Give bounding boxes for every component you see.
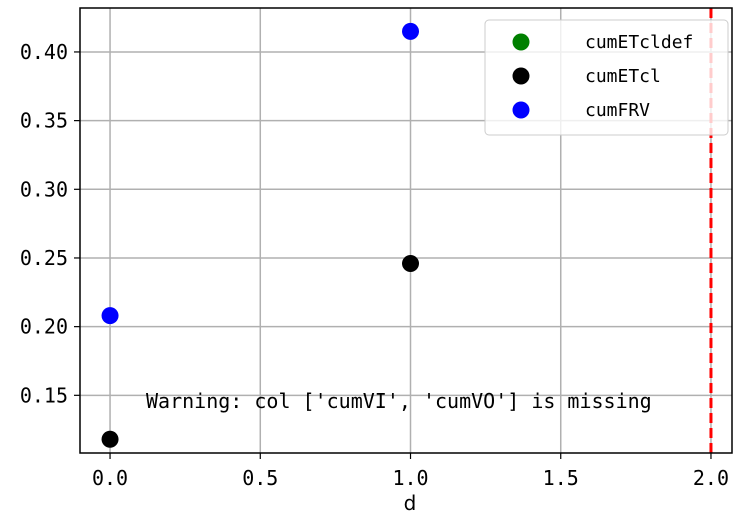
data-point-cumETcl bbox=[402, 254, 420, 272]
legend-box bbox=[484, 19, 729, 136]
y-tick-label: 0.30 bbox=[20, 177, 68, 201]
y-tick-label: 0.15 bbox=[20, 383, 68, 407]
data-point-cumFRV bbox=[101, 307, 119, 325]
warning-annotation: Warning: col ['cumVI', 'cumVO'] is missi… bbox=[146, 389, 652, 413]
legend-label-cumETcl: cumETcl bbox=[585, 66, 661, 87]
y-tick-label: 0.20 bbox=[20, 315, 68, 339]
legend: cumETcldef cumETcl cumFRV bbox=[484, 19, 729, 136]
legend-marker-cumETcl bbox=[512, 67, 530, 85]
legend-label-cumETcldef: cumETcldef bbox=[585, 32, 693, 53]
y-axis-ticks: 0.15 0.20 0.25 0.30 0.35 0.40 bbox=[20, 40, 80, 407]
y-tick-label: 0.35 bbox=[20, 109, 68, 133]
x-tick-label: 0.0 bbox=[92, 466, 128, 490]
x-axis-ticks: 0.0 0.5 1.0 1.5 2.0 bbox=[92, 453, 729, 490]
x-tick-label: 2.0 bbox=[693, 466, 729, 490]
y-tick-label: 0.25 bbox=[20, 246, 68, 270]
legend-marker-cumFRV bbox=[512, 101, 530, 119]
y-tick-label: 0.40 bbox=[20, 40, 68, 64]
x-axis-title: d bbox=[404, 491, 417, 515]
x-tick-label: 1.5 bbox=[543, 466, 579, 490]
legend-label-cumFRV: cumFRV bbox=[585, 100, 650, 121]
data-point-cumFRV bbox=[402, 22, 420, 40]
legend-marker-cumETcldef bbox=[512, 33, 530, 51]
data-points bbox=[101, 22, 420, 448]
x-tick-label: 0.5 bbox=[242, 466, 278, 490]
x-tick-label: 1.0 bbox=[392, 466, 428, 490]
plot-frame bbox=[79, 7, 733, 454]
data-point-cumETcl bbox=[101, 430, 119, 448]
